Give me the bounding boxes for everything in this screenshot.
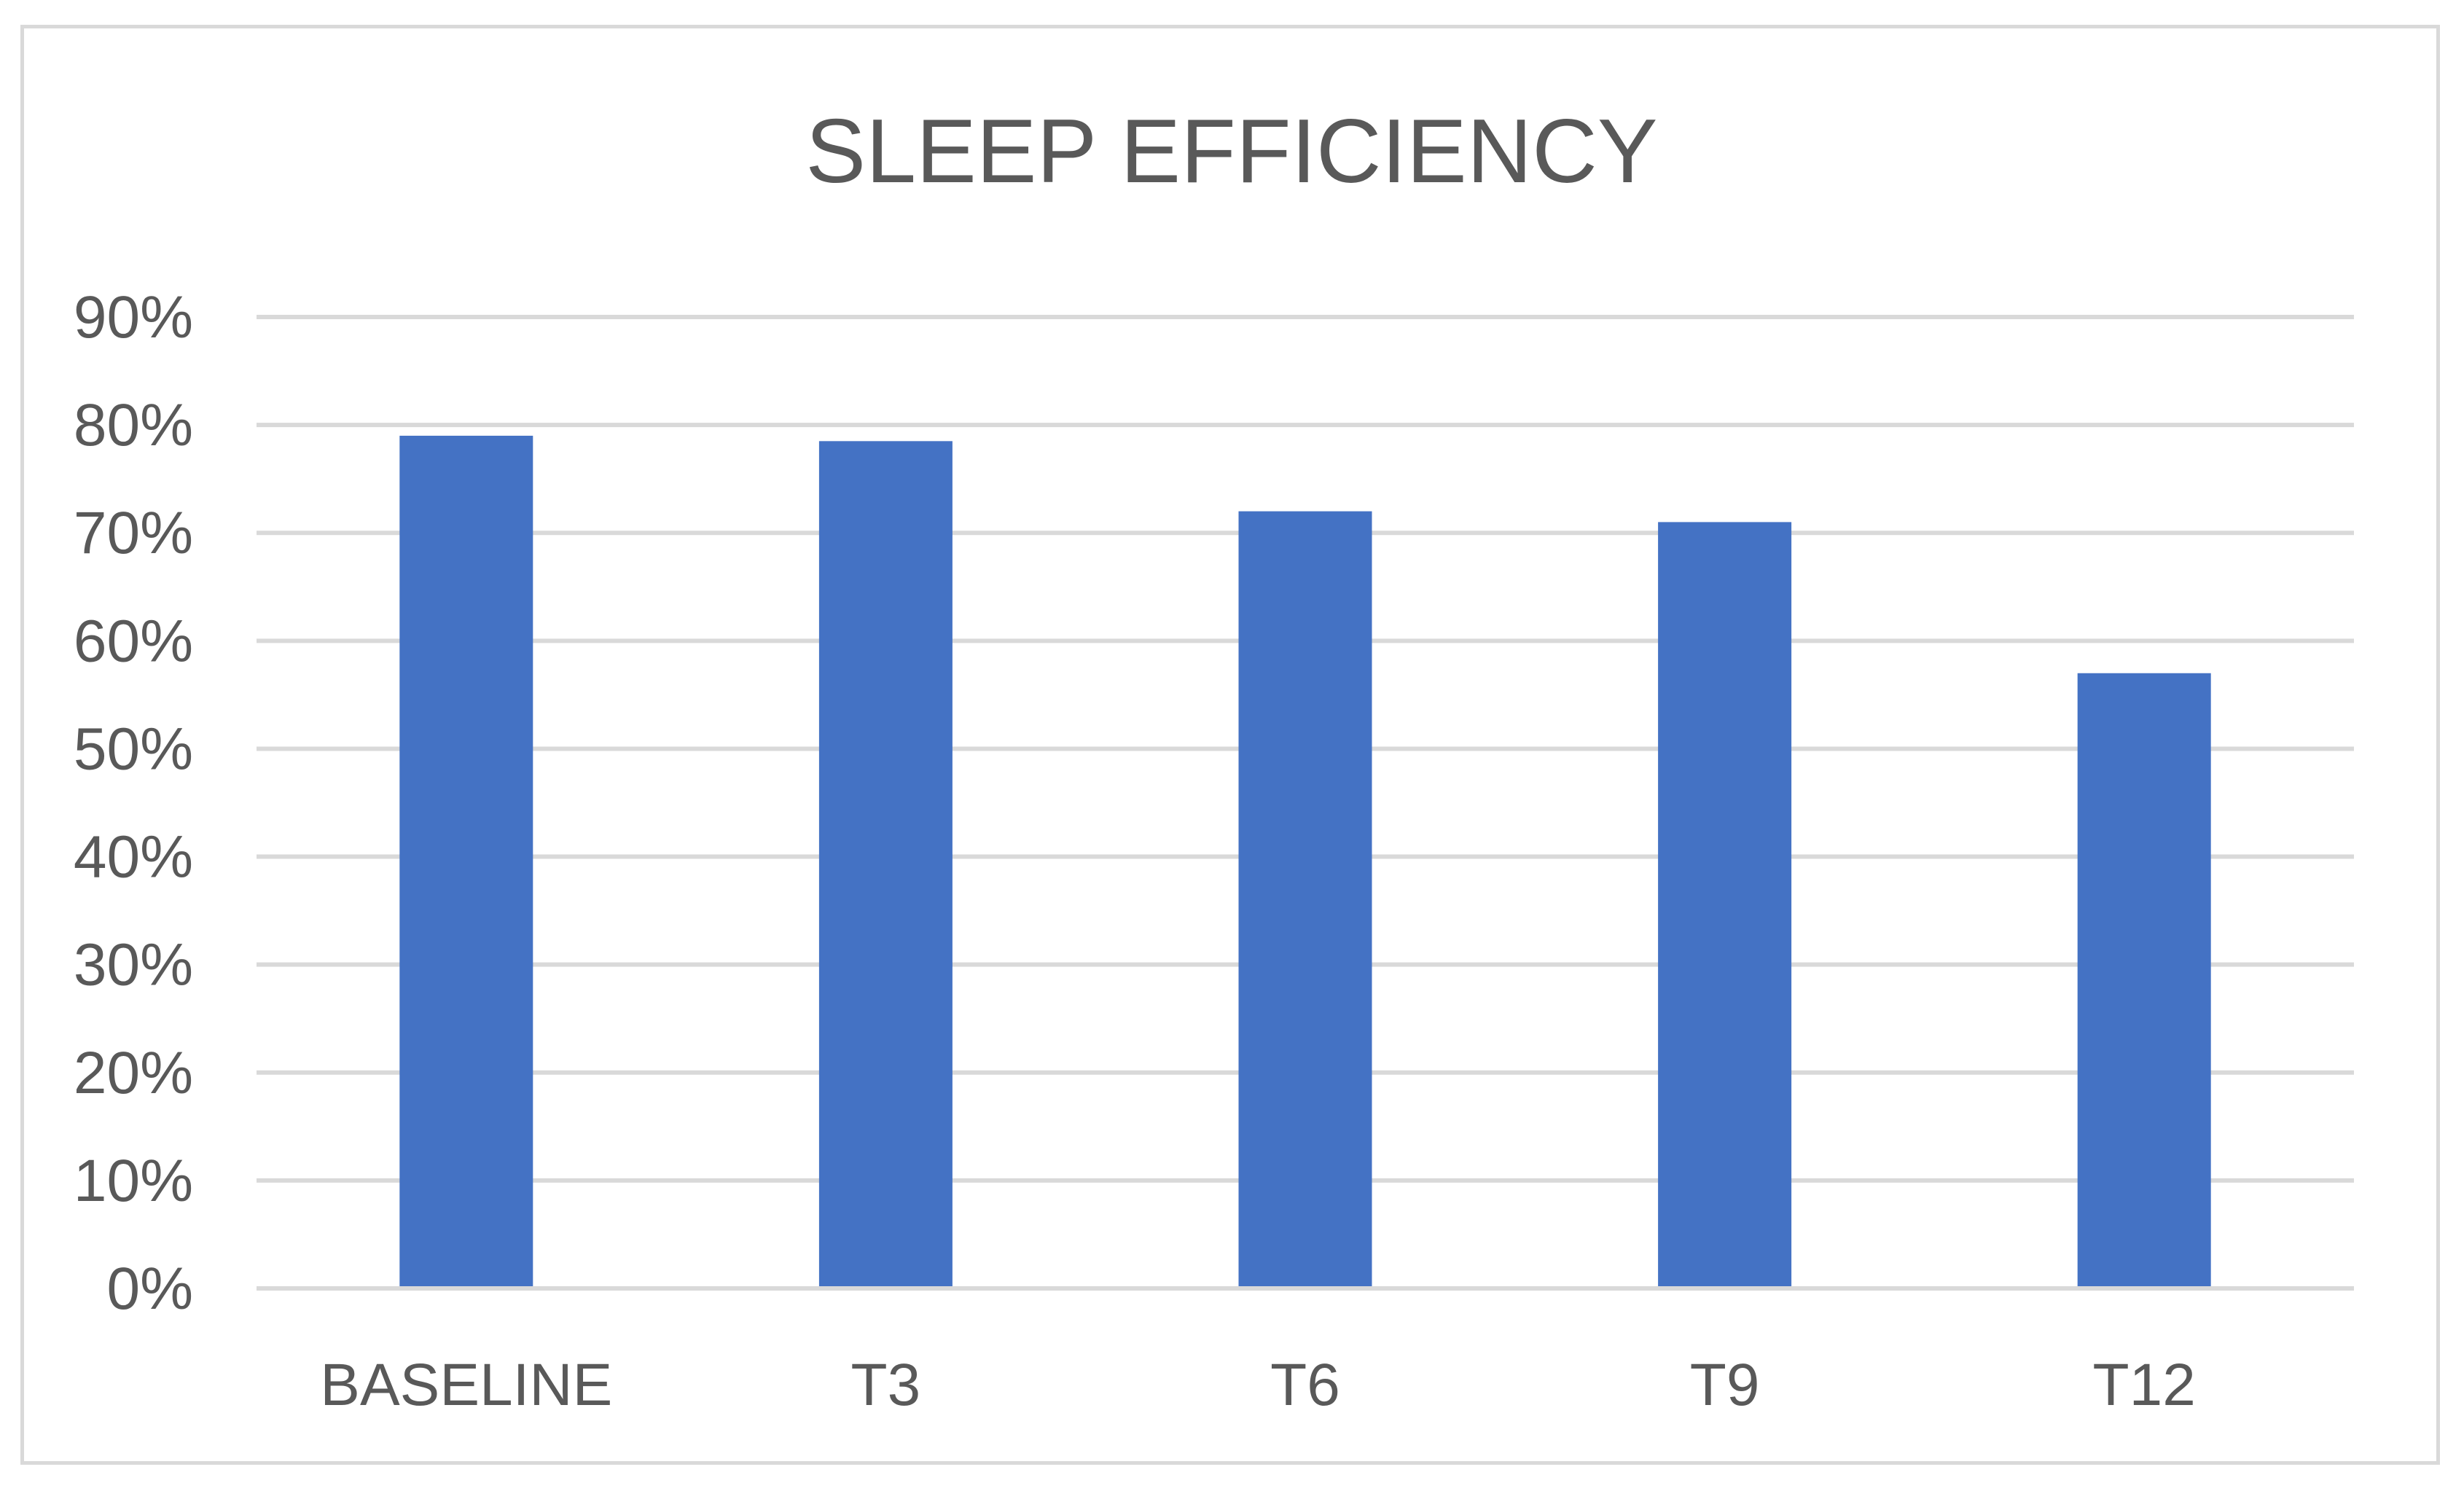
x-category-label: T3	[851, 1352, 921, 1418]
y-tick-label: 0%	[106, 1256, 193, 1322]
bar-t9	[1658, 522, 1792, 1288]
bar-t12	[2077, 673, 2211, 1288]
y-tick-label: 90%	[74, 284, 193, 351]
y-tick-label: 10%	[74, 1148, 193, 1214]
bars	[257, 435, 2354, 1291]
y-tick-label: 30%	[74, 932, 193, 998]
y-tick-label: 70%	[74, 500, 193, 566]
y-axis-tick-labels: 0% 10% 20% 30% 40% 50% 60% 70% 80% 90%	[74, 284, 193, 1322]
bar-t6	[1238, 511, 1372, 1288]
x-category-label: BASELINE	[320, 1352, 612, 1418]
x-category-label: T6	[1270, 1352, 1340, 1418]
x-axis-category-labels: BASELINE T3 T6 T9 T12	[320, 1352, 2196, 1418]
x-category-label: T9	[1690, 1352, 1760, 1418]
bar-baseline	[399, 435, 533, 1288]
chart-title: SLEEP EFFICIENCY	[805, 101, 1657, 202]
y-tick-label: 80%	[74, 392, 193, 458]
y-tick-label: 40%	[74, 824, 193, 891]
y-tick-label: 50%	[74, 716, 193, 782]
x-category-label: T12	[2093, 1352, 2196, 1418]
bar-t3	[818, 441, 953, 1288]
y-tick-label: 20%	[74, 1040, 193, 1106]
y-tick-label: 60%	[74, 608, 193, 674]
